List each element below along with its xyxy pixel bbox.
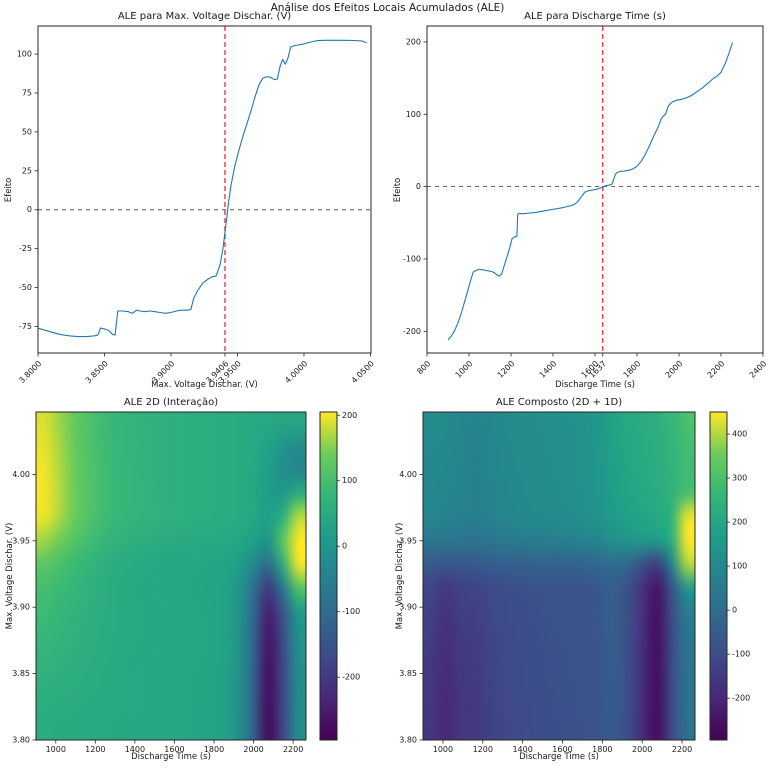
svg-text:100: 100 [17,50,32,59]
svg-text:3.95: 3.95 [12,536,30,545]
svg-text:100: 100 [406,110,421,119]
svg-text:-200: -200 [403,327,421,336]
svg-text:800: 800 [415,359,432,376]
svg-text:400: 400 [732,430,747,439]
svg-text:200: 200 [732,518,747,527]
svg-text:3.90: 3.90 [12,603,30,612]
svg-text:75: 75 [22,88,32,97]
svg-text:2000: 2000 [664,359,685,380]
svg-text:0: 0 [27,205,32,214]
svg-text:1200: 1200 [85,745,105,754]
svg-text:25: 25 [22,166,32,175]
svg-text:-100: -100 [403,254,421,263]
svg-text:0: 0 [342,542,347,551]
svg-text:300: 300 [732,474,747,483]
svg-text:2200: 2200 [706,359,727,380]
svg-text:2000: 2000 [243,745,263,754]
svg-text:3.9000: 3.9000 [150,359,176,385]
subplot-title-ale-2d-interaction: ALE 2D (Interação) [123,397,219,408]
svg-text:100: 100 [732,562,747,571]
figure-title: Análise dos Efeitos Locais Acumulados (A… [270,2,505,14]
svg-text:0: 0 [732,606,737,615]
svg-text:2400: 2400 [748,359,769,380]
svg-text:-100: -100 [732,650,750,659]
svg-text:3.80: 3.80 [399,736,417,745]
x-axis-label-discharge-time-heat-left: Discharge Time (s) [131,752,211,762]
svg-text:1000: 1000 [433,745,453,754]
svg-text:-200: -200 [732,694,750,703]
svg-text:200: 200 [342,411,357,420]
colorbar-composite [710,412,727,740]
x-axis-label-discharge-time-heat-right: Discharge Time (s) [519,752,599,762]
svg-text:1400: 1400 [512,745,532,754]
heatmap-composite-image [423,412,695,740]
svg-text:3.80: 3.80 [12,736,30,745]
colorbar-interaction [320,412,337,740]
svg-text:2200: 2200 [672,745,692,754]
x-axis-label-discharge-time-top: Discharge Time (s) [555,380,635,390]
svg-text:200: 200 [406,37,421,46]
svg-text:2000: 2000 [632,745,652,754]
svg-text:1600: 1600 [552,745,572,754]
svg-text:-200: -200 [342,673,360,682]
svg-text:-75: -75 [19,322,32,331]
svg-text:3.95: 3.95 [399,536,417,545]
svg-text:1800: 1800 [204,745,224,754]
svg-text:1200: 1200 [496,359,517,380]
svg-text:3.90: 3.90 [399,603,417,612]
heatmap-subplot-3: 1000 1200 1400 1600 1800 2000 22004.003.953.90… [399,411,750,754]
svg-text:1400: 1400 [538,359,559,380]
svg-text:-100: -100 [342,607,360,616]
svg-text:1400: 1400 [125,745,145,754]
heatmap-subplot-2: 1000 1200 1400 1600 1800 2000 22004.003.953.90… [12,411,360,754]
x-axis-label-voltage: Max. Voltage Dischar. (V) [151,380,258,390]
svg-text:1000: 1000 [454,359,475,380]
subplot-title-ale-voltage: ALE para Max. Voltage Dischar. (V) [117,11,292,22]
svg-text:100: 100 [342,476,357,485]
svg-text:1800: 1800 [622,359,643,380]
svg-text:2200: 2200 [283,745,303,754]
svg-text:4.0000: 4.0000 [283,359,309,385]
svg-text:3.8500: 3.8500 [84,359,110,385]
subplot-title-ale-discharge-time: ALE para Discharge Time (s) [524,11,666,22]
svg-text:3.8000: 3.8000 [17,359,43,385]
svg-text:3.85: 3.85 [399,669,417,678]
svg-text:3.85: 3.85 [12,669,30,678]
svg-text:1200: 1200 [473,745,493,754]
svg-text:-50: -50 [19,283,32,292]
svg-text:4.00: 4.00 [399,470,417,479]
svg-text:-25: -25 [19,244,32,253]
svg-text:0: 0 [416,182,421,191]
svg-text:4.00: 4.00 [12,470,30,479]
svg-text:50: 50 [22,127,32,136]
svg-text:1800: 1800 [592,745,612,754]
subplot-title-ale-composite: ALE Composto (2D + 1D) [495,397,623,408]
svg-text:1000: 1000 [46,745,66,754]
svg-text:1600: 1600 [164,745,184,754]
heatmap-interaction-image [36,412,306,740]
svg-text:4.0500: 4.0500 [350,359,376,385]
